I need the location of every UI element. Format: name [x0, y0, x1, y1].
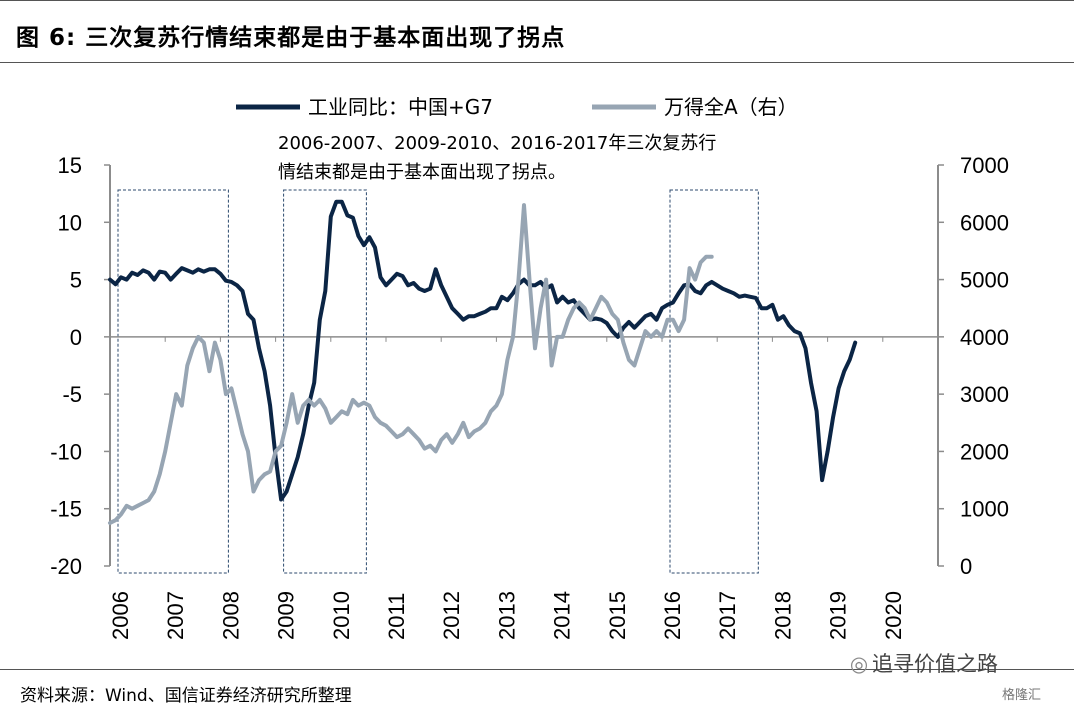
source-note: 资料来源：Wind、国信证券经济研究所整理 [20, 686, 352, 706]
annotation: 2006-2007、2009-2010、2016-2017年三次复苏行情结束都是… [278, 133, 716, 183]
right-tick-label: 6000 [960, 210, 1009, 235]
right-tick-label: 7000 [960, 153, 1009, 178]
left-tick-label: 0 [70, 325, 82, 350]
watermark: ◎ 追寻价值之路 [846, 648, 998, 678]
watermark-text: 追寻价值之路 [872, 652, 998, 676]
legend: 工业同比：中国+G7 万得全A（右） [236, 95, 798, 119]
right-tick-label: 4000 [960, 325, 1009, 350]
right-tick-label: 3000 [960, 382, 1009, 407]
series-line-1 [108, 199, 858, 502]
figure-title: 图 6: 三次复苏行情结束都是由于基本面出现了拐点 [16, 25, 566, 51]
right-tick-label: 0 [960, 554, 972, 579]
left-tick-label: 5 [70, 268, 82, 293]
x-tick-label: 2016 [660, 591, 685, 640]
legend-label-1: 工业同比：中国+G7 [308, 95, 493, 119]
x-tick-label: 2009 [274, 591, 299, 640]
logo: 格隆汇 [1002, 688, 1042, 703]
x-tick-label: 2010 [329, 591, 354, 640]
x-tick-label: 2012 [439, 591, 464, 640]
right-tick-label: 5000 [960, 268, 1009, 293]
legend-label-2: 万得全A（右） [664, 95, 798, 119]
x-tick-label: 2011 [384, 593, 409, 640]
x-tick-label: 2015 [605, 591, 630, 640]
annotation-line-2: 情结束都是由于基本面出现了拐点。 [278, 162, 566, 183]
right-tick-label: 1000 [960, 497, 1009, 522]
x-tick-label: 2018 [770, 591, 795, 640]
left-tick-label: -10 [50, 439, 82, 464]
x-tick-label: 2006 [108, 591, 133, 640]
left-tick-label: -15 [50, 497, 82, 522]
highlight-box-1 [117, 189, 229, 574]
top-rule [0, 0, 1074, 1]
x-tick-label: 2013 [494, 591, 519, 640]
x-tick-label: 2017 [715, 591, 740, 640]
left-tick-label: -5 [62, 382, 82, 407]
tick-labels: 15 10 5 0 -5 -10 -15 -20 7000 6000 5000 4000 3000 200… [50, 153, 1009, 640]
x-tick-label: 2014 [550, 591, 575, 640]
title-rule [0, 62, 1074, 63]
wechat-icon: ◎ [849, 652, 869, 676]
highlight-box-2 [283, 189, 367, 574]
left-tick-label: -20 [50, 554, 82, 579]
x-tick-label: 2007 [163, 591, 188, 640]
x-tick-label: 2020 [881, 591, 906, 640]
annotation-line-1: 2006-2007、2009-2010、2016-2017年三次复苏行 [278, 133, 716, 154]
right-tick-label: 2000 [960, 439, 1009, 464]
series-lines [108, 199, 858, 525]
x-tick-label: 2019 [826, 591, 851, 640]
bottom-rule [0, 669, 1074, 670]
left-tick-label: 15 [58, 153, 82, 178]
highlight-frames [117, 189, 759, 574]
highlight-box-3 [669, 189, 759, 574]
x-tick-label: 2008 [218, 591, 243, 640]
left-tick-label: 10 [58, 210, 82, 235]
series-line-2 [108, 203, 714, 525]
